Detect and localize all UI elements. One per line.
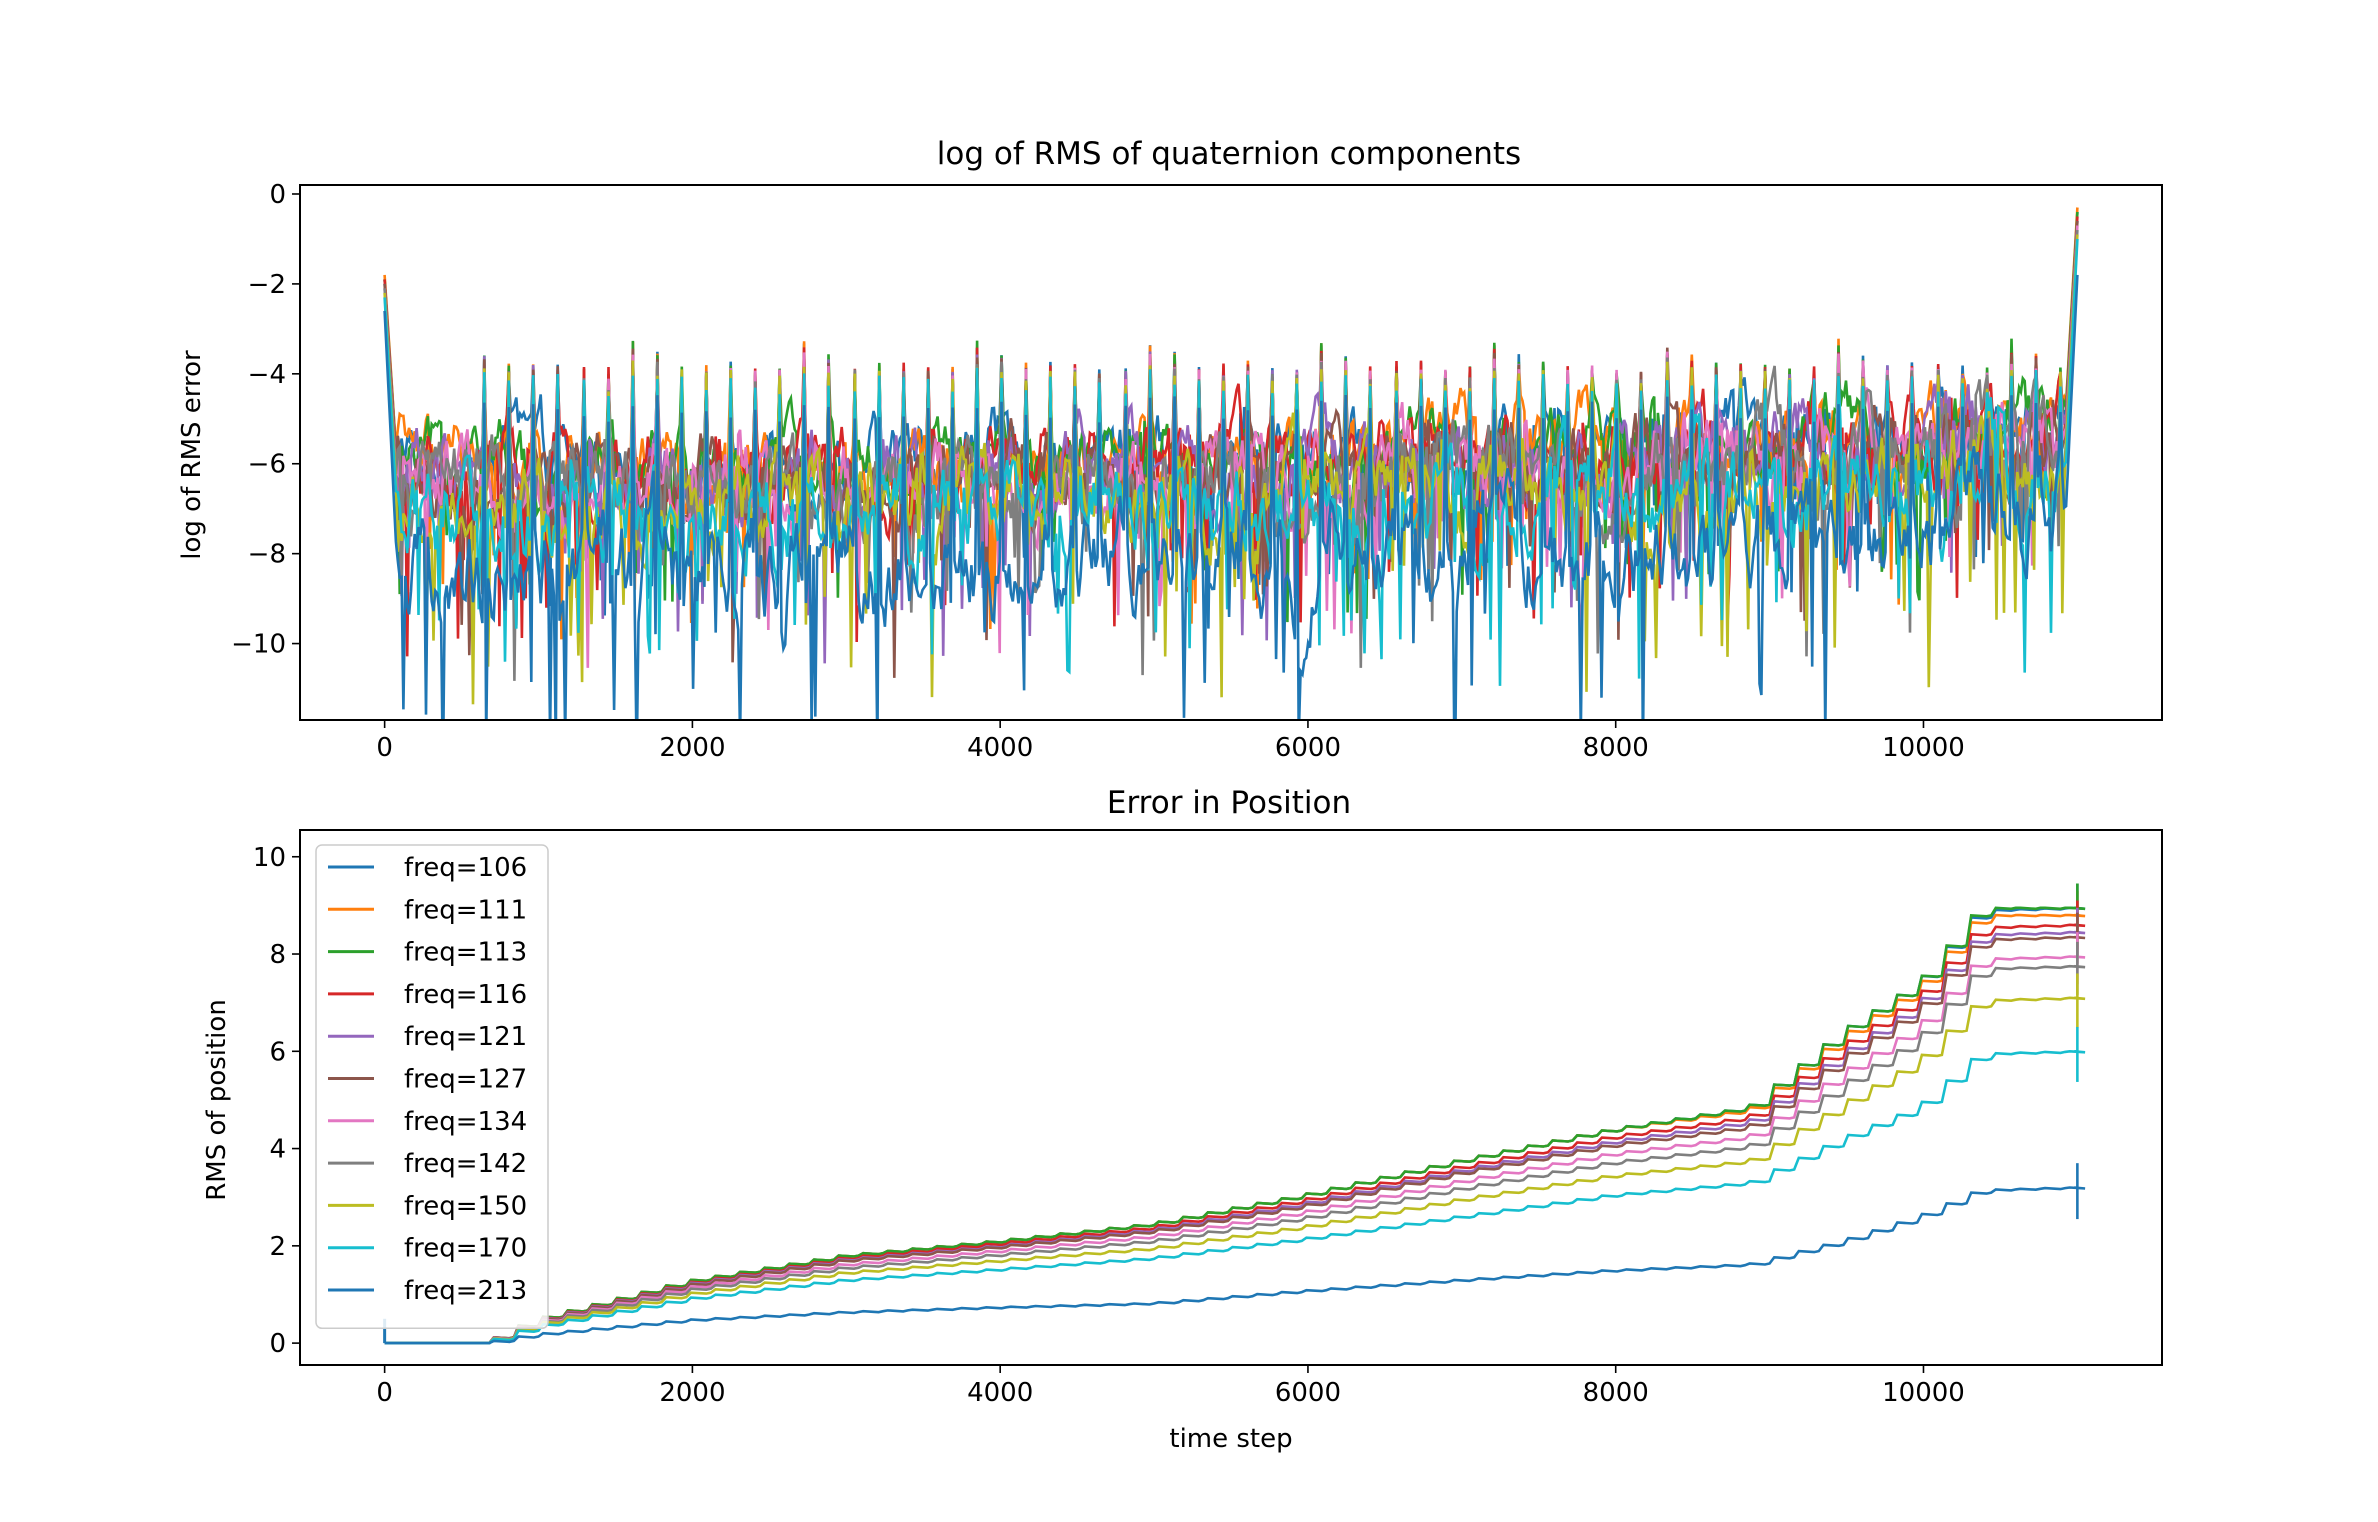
x-tick-label: 2000 xyxy=(659,1378,725,1408)
position-error-panel: Error in Position RMS of position time s… xyxy=(202,785,2163,1454)
series-line xyxy=(384,935,2086,1345)
y-tick-label: 0 xyxy=(269,180,286,210)
x-tick-label: 10000 xyxy=(1882,1378,1965,1408)
legend-label: freq=213 xyxy=(404,1276,527,1306)
y-tick-label: 4 xyxy=(269,1135,286,1165)
series-line xyxy=(384,955,2086,1345)
legend-label: freq=121 xyxy=(404,1022,527,1052)
y-axis-ticks: 0 2 4 6 8 10 xyxy=(253,843,300,1359)
series-line xyxy=(383,274,2079,720)
x-tick-label: 10000 xyxy=(1882,733,1965,763)
y-tick-label: 8 xyxy=(269,940,286,970)
series-line xyxy=(384,1186,2086,1345)
legend-label: freq=127 xyxy=(404,1065,527,1095)
y-axis-label: RMS of position xyxy=(202,999,232,1201)
x-axis-label: time step xyxy=(1169,1424,1292,1454)
y-tick-label: −8 xyxy=(248,540,286,570)
y-tick-label: 0 xyxy=(269,1329,286,1359)
legend-label: freq=113 xyxy=(404,938,527,968)
legend-box xyxy=(315,844,549,1330)
series-line xyxy=(384,964,2086,1345)
plot-area xyxy=(383,207,2079,720)
x-tick-label: 2000 xyxy=(659,733,725,763)
legend-label: freq=142 xyxy=(404,1149,527,1179)
y-tick-label: −10 xyxy=(231,630,286,660)
y-tick-label: −2 xyxy=(248,270,286,300)
y-axis-ticks: 0 −2 −4 −6 −8 −10 xyxy=(231,180,300,660)
x-tick-label: 0 xyxy=(376,1378,393,1408)
x-tick-label: 8000 xyxy=(1583,1378,1649,1408)
legend: freq=106 freq=111 freq=113 freq=116 freq=121… xyxy=(315,844,549,1330)
legend-label: freq=170 xyxy=(404,1234,527,1264)
y-tick-label: 6 xyxy=(269,1037,286,1067)
y-axis-label: log of RMS error xyxy=(177,350,207,560)
y-tick-label: −4 xyxy=(248,360,286,390)
x-axis-ticks: 0 2000 4000 6000 8000 10000 xyxy=(376,720,1965,763)
plot-area xyxy=(383,883,2086,1345)
series-line xyxy=(383,229,2079,681)
plot-frame xyxy=(299,829,2163,1366)
legend-label: freq=134 xyxy=(404,1107,527,1137)
legend-label: freq=111 xyxy=(404,895,527,925)
x-tick-label: 8000 xyxy=(1583,733,1649,763)
x-axis-ticks: 0 2000 4000 6000 8000 10000 xyxy=(376,1365,1965,1408)
y-tick-label: 10 xyxy=(253,843,286,873)
legend-label: freq=106 xyxy=(404,853,527,883)
chart-title: log of RMS of quaternion components xyxy=(937,136,1521,172)
series-line xyxy=(384,996,2086,1345)
y-tick-label: 2 xyxy=(269,1232,286,1262)
quaternion-error-panel: log of RMS of quaternion components log … xyxy=(177,136,2163,763)
legend-label: freq=116 xyxy=(404,980,527,1010)
x-tick-label: 6000 xyxy=(1275,733,1341,763)
chart-title: Error in Position xyxy=(1107,785,1351,821)
series-line xyxy=(384,1049,2086,1345)
x-tick-label: 6000 xyxy=(1275,1378,1341,1408)
y-tick-label: −6 xyxy=(248,450,286,480)
x-tick-label: 4000 xyxy=(967,1378,1033,1408)
series-line xyxy=(384,906,2086,1345)
legend-label: freq=150 xyxy=(404,1191,527,1221)
x-tick-label: 4000 xyxy=(967,733,1033,763)
plot-frame xyxy=(299,184,2163,721)
x-tick-label: 0 xyxy=(376,733,393,763)
